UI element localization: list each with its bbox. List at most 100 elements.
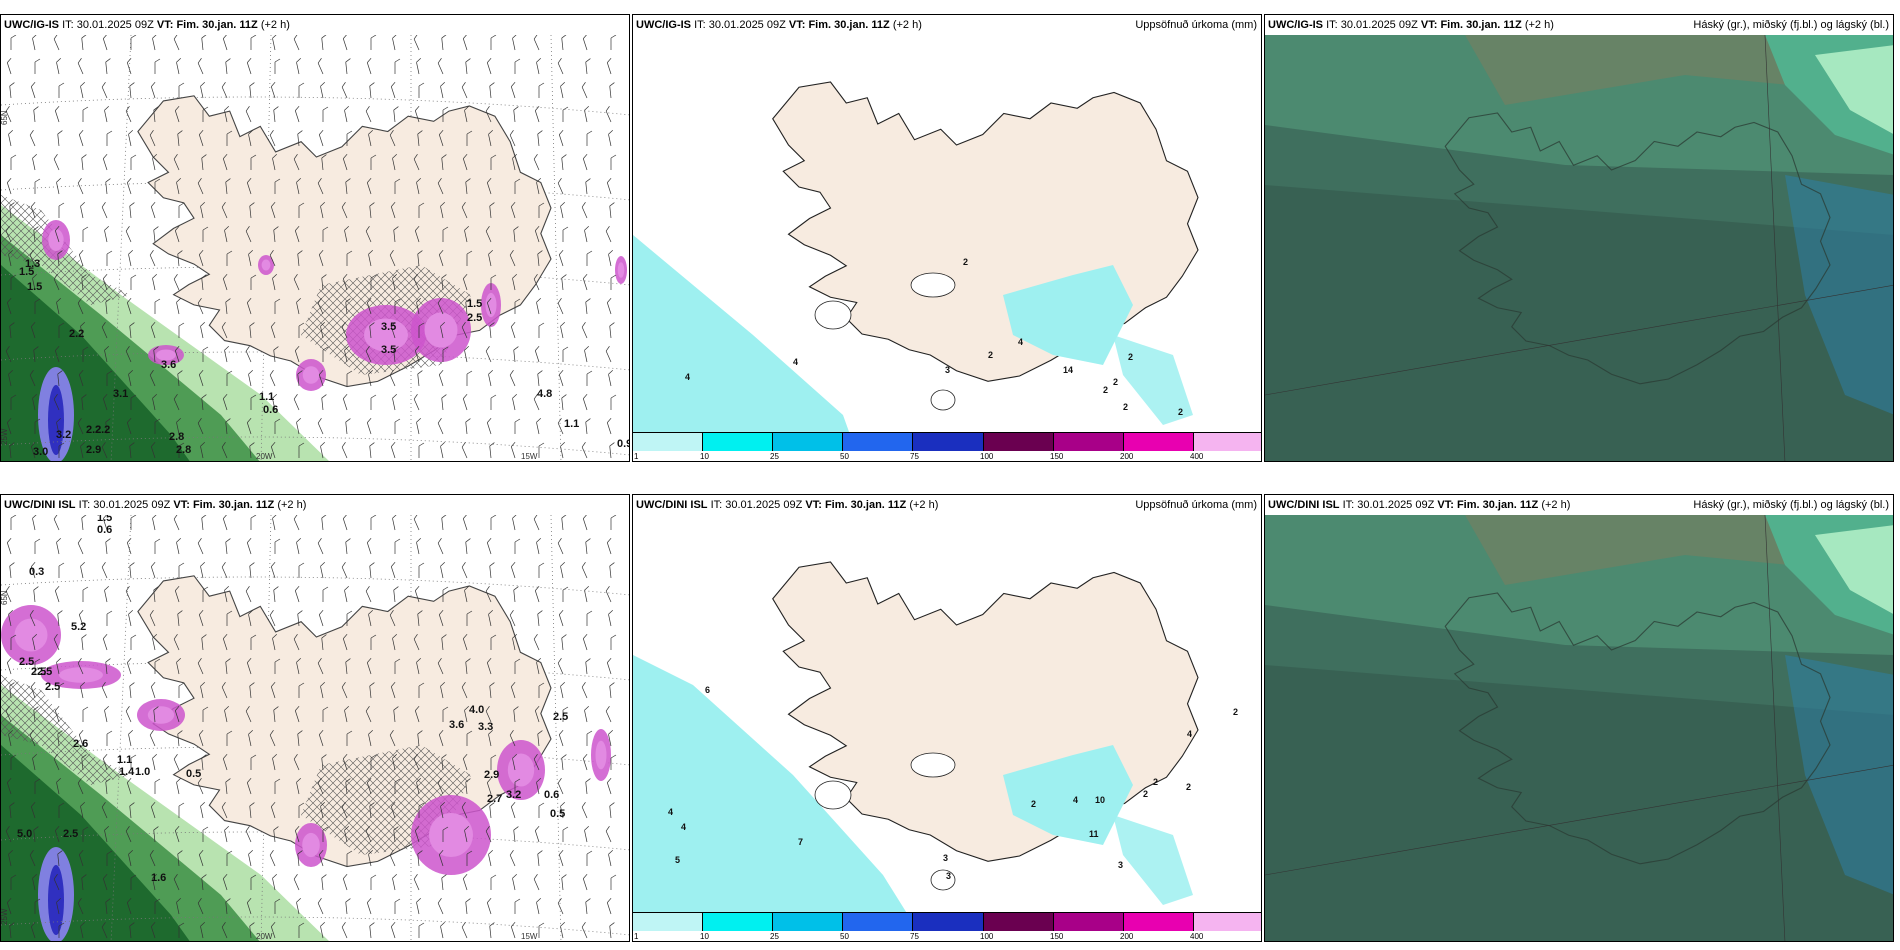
wind-barb (485, 586, 492, 603)
wind-barb (366, 57, 372, 75)
wind-barb (33, 346, 39, 363)
wind-barb (582, 515, 588, 531)
wind-barb (9, 802, 15, 819)
wind-barb (321, 35, 327, 51)
wind-barb (413, 154, 420, 171)
wind-barb (557, 178, 564, 195)
wind-barb (442, 106, 449, 122)
wind-barb (176, 898, 182, 915)
wind-barb (585, 538, 591, 555)
wind-barb (440, 802, 446, 819)
wind-barb (10, 274, 17, 290)
precip-blob-inner (156, 349, 176, 361)
wind-barb (320, 922, 326, 939)
wind-barb (29, 370, 36, 387)
wind-barb (178, 562, 185, 578)
colorbar-tick: 25 (770, 452, 779, 461)
wind-barb (605, 706, 612, 723)
precip-value-label: 1.5 (97, 515, 112, 524)
wind-barb (320, 82, 326, 99)
wind-barb (562, 826, 569, 842)
wind-barb (462, 35, 468, 51)
wind-barb (178, 682, 185, 698)
wind-barb (586, 850, 593, 866)
wind-barb (58, 802, 65, 818)
wind-barb (58, 922, 65, 938)
wind-barb (154, 898, 161, 914)
wind-barb (582, 153, 588, 171)
wind-barb (297, 250, 303, 267)
colorbar-box (633, 913, 704, 931)
colorbar-box (1053, 433, 1124, 451)
wind-barb (245, 586, 252, 603)
precip-colorbar: 1 10 25 50 75 100 150 200 400 (633, 912, 1261, 941)
wind-barb (370, 35, 377, 50)
wind-barb (293, 634, 300, 651)
wind-barb (465, 658, 471, 675)
wind-barb (54, 585, 60, 603)
precip-value-label: 2.5 (467, 312, 482, 324)
wind-barb (54, 825, 60, 843)
wind-barb (346, 850, 353, 866)
precip-blob-inner (429, 813, 473, 857)
wind-barb (486, 297, 492, 315)
wind-barb (509, 850, 516, 867)
wind-barb (341, 202, 348, 219)
precip-blob-inner (261, 259, 271, 271)
wind-barb (318, 129, 324, 147)
wind-barb (177, 130, 183, 147)
precip-value-label: 2.2 (69, 328, 84, 340)
wind-barb (461, 682, 468, 699)
wind-barb (606, 537, 612, 555)
wind-barb (176, 538, 182, 555)
wind-barb (200, 802, 206, 819)
vt-value: Fim. 30.jan. 11Z (1456, 499, 1539, 511)
wind-barb (150, 441, 156, 459)
wind-barb (581, 322, 588, 339)
wind-barb (581, 922, 588, 939)
wind-barb (149, 610, 156, 627)
wind-barb (178, 322, 185, 338)
precip-value-label: 10 (1095, 795, 1105, 805)
vt-value: Fim. 30.jan. 11Z (824, 499, 907, 511)
lon-label: 15W (521, 932, 538, 941)
wind-barb (102, 35, 108, 51)
wind-barb (101, 802, 108, 819)
wind-barb (344, 826, 350, 843)
wind-barb (32, 874, 38, 891)
wind-barb (104, 106, 110, 123)
wind-barb (58, 322, 65, 338)
wind-barb (298, 322, 305, 338)
wind-barb (418, 82, 425, 98)
wind-barb (462, 515, 468, 531)
wind-barb (34, 418, 41, 434)
precip-value-label: 4.0 (469, 704, 484, 716)
precip-value-label: 3 (943, 853, 948, 863)
wind-barb (438, 609, 444, 627)
wind-barb (274, 418, 281, 434)
wind-barb (461, 442, 468, 459)
wind-barb (560, 682, 566, 699)
wind-barb (490, 394, 497, 410)
precip-value-label: 1.5 (27, 281, 42, 293)
wind-barb (462, 273, 468, 291)
wind-barb (294, 225, 300, 243)
wind-barb (201, 754, 207, 771)
wind-barb (273, 586, 279, 603)
precip-value-label: 1.6 (151, 872, 166, 884)
colorbar-box (1123, 913, 1194, 931)
wind-barb (441, 35, 447, 51)
wind-barb (30, 921, 36, 939)
precip-value-label: 3.1 (113, 388, 128, 400)
wind-barb (342, 515, 348, 531)
panel-header: UWC/DINI ISL IT: 30.01.2025 09Z VT: Fim.… (4, 499, 625, 511)
wind-barb (34, 298, 41, 314)
wind-barb (393, 586, 399, 603)
wind-barb (561, 154, 567, 171)
wind-barb (537, 730, 543, 747)
wind-barb (78, 609, 84, 627)
wind-barb (102, 393, 108, 411)
wind-barb (54, 345, 60, 363)
wind-barb (394, 658, 401, 674)
wind-barb (317, 298, 324, 315)
